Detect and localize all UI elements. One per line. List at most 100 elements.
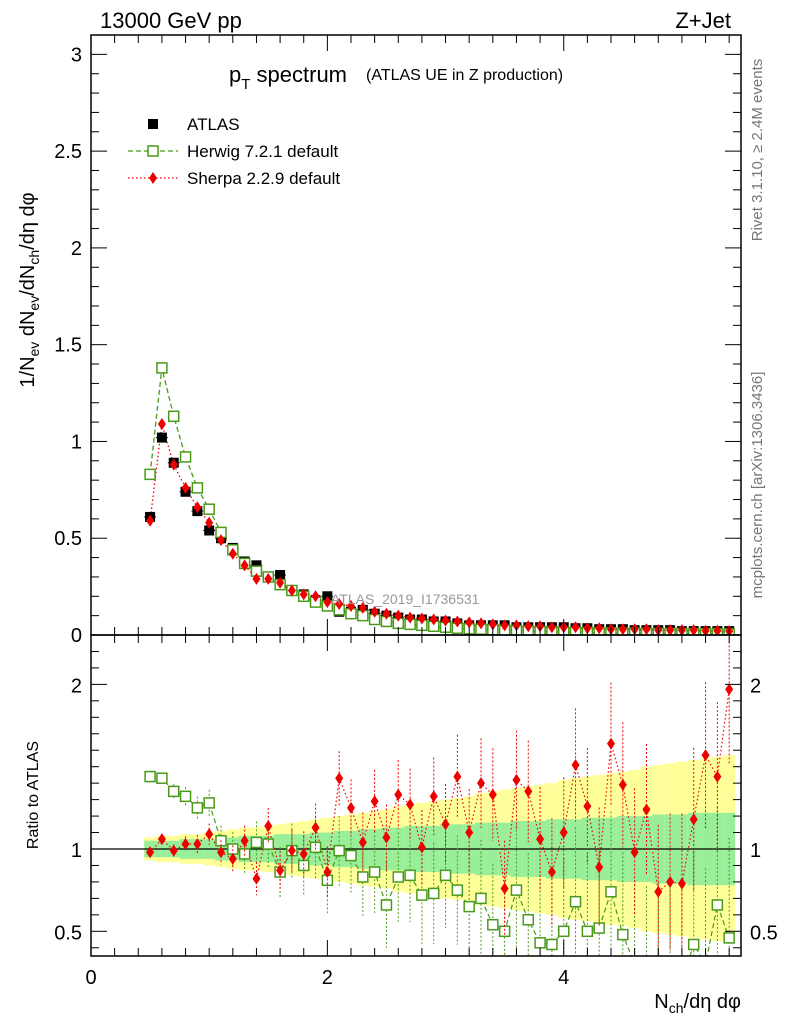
ratio-sherpa-point <box>618 778 627 791</box>
sherpa-point <box>169 458 178 471</box>
ratio-sherpa-point <box>583 800 592 813</box>
sherpa-point <box>205 516 214 529</box>
chart-title: pT spectrum <box>229 62 347 93</box>
ratio-sherpa-point <box>689 813 698 826</box>
ratio-sherpa-point <box>488 788 497 801</box>
sherpa-point <box>347 599 355 612</box>
herwig-point <box>179 451 192 463</box>
header-process-label: Z+Jet <box>675 8 731 33</box>
ratio-sherpa-point <box>299 847 308 860</box>
sherpa-point <box>240 559 249 572</box>
atlas-point <box>204 525 215 536</box>
ratio-herwig-point <box>345 849 357 862</box>
sherpa-point <box>512 619 521 632</box>
ratio-herwig-point <box>711 899 724 911</box>
ratio-sherpa-point <box>394 788 403 801</box>
ratio-herwig-point <box>546 938 558 951</box>
ratio-sherpa-point <box>559 826 568 839</box>
ratio-herwig-point <box>380 899 393 911</box>
ratio-y-tick-label: 0.5 <box>54 922 82 944</box>
sherpa-point <box>311 590 320 603</box>
ratio-herwig-point <box>593 922 605 934</box>
sherpa-point <box>524 620 533 633</box>
sherpa-point <box>193 501 202 514</box>
main-y-tick-label: 2 <box>71 238 82 260</box>
main-y-tick-label: 3 <box>71 44 82 66</box>
ratio-herwig-point <box>510 884 523 896</box>
ratio-sherpa-point <box>512 773 521 786</box>
chart-title-subscript: T <box>241 76 250 93</box>
ratio-herwig-point <box>617 928 629 941</box>
ratio-sherpa-point <box>358 836 367 849</box>
ratio-sherpa-point <box>240 834 249 847</box>
sherpa-point <box>370 605 379 618</box>
ratio-herwig-point <box>309 841 322 854</box>
ratio-herwig-point <box>665 972 675 982</box>
header-beam-label: 13000 GeV pp <box>100 8 242 33</box>
ratio-sherpa-point <box>654 885 663 898</box>
sherpa-point <box>264 572 273 585</box>
ratio-herwig-point <box>451 884 464 896</box>
ratio-sherpa-point <box>146 846 155 859</box>
main-y-axis-label: 1/Nev dNev/dNch/dη dφ <box>17 192 42 387</box>
ratio-sherpa-point <box>252 872 261 885</box>
ratio-sherpa-point <box>666 875 675 888</box>
chart-title-rest: spectrum <box>250 62 347 87</box>
rivet-version-label: Rivet 3.1.10, ≥ 2.4M events <box>749 59 766 242</box>
ratio-sherpa-point <box>536 833 545 846</box>
ratio-sherpa-point <box>441 818 450 831</box>
ratio-sherpa-point <box>607 737 615 750</box>
ratio-herwig-point <box>368 866 381 878</box>
x-tick-label: 0 <box>85 967 96 989</box>
ratio-herwig-point <box>333 844 345 857</box>
ratio-herwig-point <box>557 925 570 938</box>
sherpa-point <box>666 624 675 635</box>
ratio-herwig-point <box>498 925 511 938</box>
sherpa-point <box>571 621 580 634</box>
legend-sherpa-marker <box>149 172 157 184</box>
sherpa-point <box>228 547 237 560</box>
ratio-y-tick-label-right: 0.5 <box>750 922 778 944</box>
sherpa-point <box>394 609 403 622</box>
ratio-panel: 0.5 0.5 1 1 2 2 0 2 4 <box>54 634 778 989</box>
ratio-sherpa-point <box>276 864 285 877</box>
sherpa-point <box>146 514 155 527</box>
herwig-point <box>191 482 204 494</box>
ratio-herwig-point <box>569 895 582 908</box>
main-panel: 0 0.5 1 1.5 2 2.5 3 <box>54 34 742 647</box>
ratio-herwig-point <box>723 932 735 944</box>
legend-entry-label: Sherpa 2.2.9 default <box>187 169 340 188</box>
sherpa-point <box>406 611 415 624</box>
sherpa-point <box>536 620 545 633</box>
ratio-herwig-point <box>653 966 663 976</box>
x-tick-label: 2 <box>322 967 333 989</box>
ratio-sherpa-point <box>347 801 355 814</box>
main-y-tick-label: 1.5 <box>54 335 82 357</box>
ratio-sherpa-point <box>500 882 509 895</box>
ratio-sherpa-point <box>193 838 202 851</box>
atlas-point <box>251 560 262 571</box>
ratio-herwig-point <box>439 869 452 882</box>
main-y-tick-label: 0 <box>71 625 82 647</box>
ratio-sherpa-point <box>547 866 556 879</box>
legend: ATLAS Herwig 7.2.1 default Sherpa 2.2.9 de… <box>128 115 340 188</box>
ratio-herwig-point <box>427 887 440 900</box>
ratio-herwig-point <box>605 886 617 898</box>
herwig-point <box>167 410 180 423</box>
ratio-sherpa-point <box>157 833 166 846</box>
ratio-herwig-point <box>404 869 416 882</box>
sherpa-point <box>465 616 474 629</box>
sherpa-point <box>441 614 450 627</box>
ratio-y-tick-label: 2 <box>71 675 82 697</box>
ratio-sherpa-point <box>181 838 190 851</box>
ratio-sherpa-point <box>287 844 296 857</box>
ratio-y-tick-label-right: 2 <box>750 675 761 697</box>
sherpa-point <box>500 619 509 632</box>
ratio-herwig-point <box>475 892 487 905</box>
ratio-herwig-point <box>191 802 204 814</box>
ratio-herwig-point <box>677 976 687 986</box>
ratio-sherpa-point <box>264 819 273 832</box>
ratio-herwig-point <box>250 836 263 849</box>
sherpa-point <box>453 615 462 628</box>
main-y-tick-label: 1 <box>71 431 82 453</box>
